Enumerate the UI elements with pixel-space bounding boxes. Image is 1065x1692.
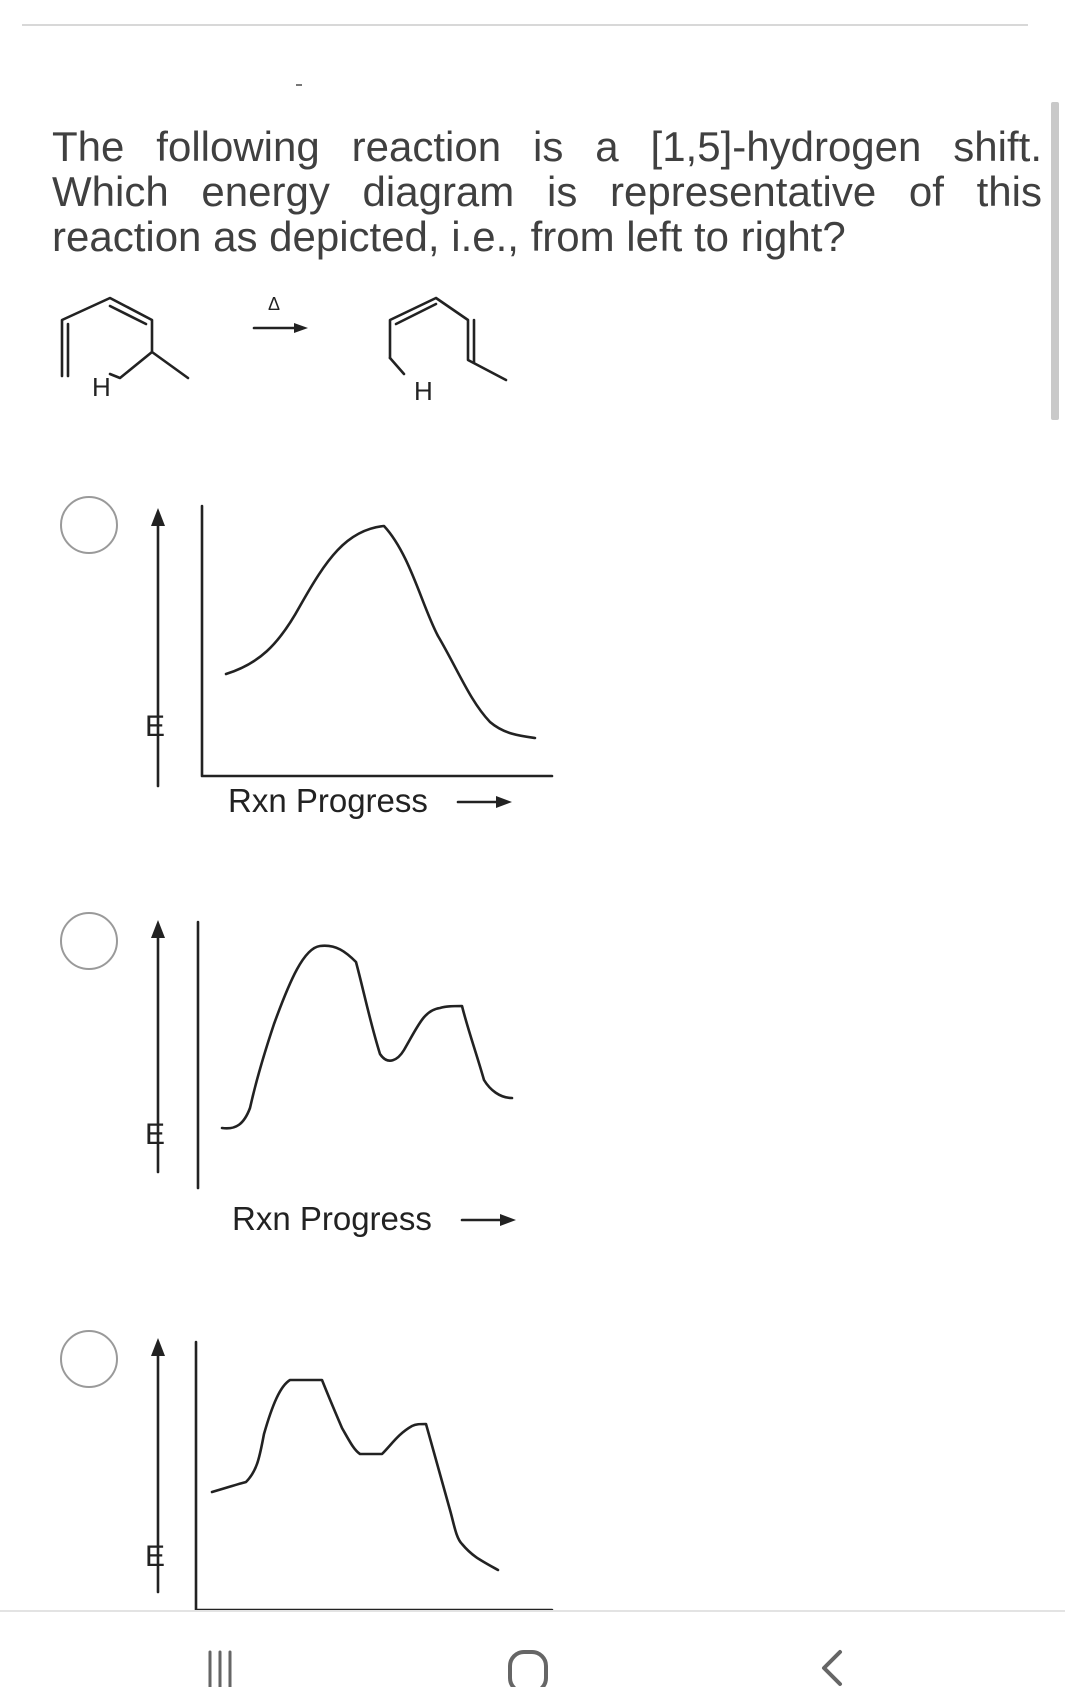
y-axis-label-2: E <box>145 1118 165 1151</box>
answer-option-1[interactable]: E Rxn Progress <box>0 496 600 836</box>
home-button[interactable] <box>468 1612 588 1692</box>
scrollbar[interactable] <box>1051 102 1059 420</box>
answer-option-2[interactable]: E Rxn Progress <box>0 912 600 1252</box>
recent-apps-button[interactable] <box>168 1612 288 1689</box>
option-1-radio[interactable] <box>60 496 118 554</box>
y-axis-label-1: E <box>145 710 165 743</box>
x-axis-label-2: Rxn Progress <box>232 1200 432 1237</box>
y-axis-label-3: E <box>145 1540 165 1573</box>
energy-diagram-2: E Rxn Progress <box>145 920 516 1237</box>
energy-diagram-1: E Rxn Progress <box>145 504 554 819</box>
system-navbar <box>0 1612 1065 1692</box>
recent-apps-icon <box>208 1650 232 1689</box>
back-button[interactable] <box>790 1612 910 1687</box>
back-icon <box>822 1650 842 1686</box>
dash-mark <box>296 84 302 86</box>
energy-curve-3 <box>210 1378 500 1572</box>
energy-curve-2 <box>220 944 514 1130</box>
option-2-radio[interactable] <box>60 912 118 970</box>
question-text: The following reaction is a [1,5]-hydrog… <box>52 123 1042 260</box>
top-divider <box>22 24 1028 26</box>
home-icon <box>508 1650 548 1692</box>
x-axis-label-1: Rxn Progress <box>228 782 428 819</box>
heat-symbol: Δ <box>268 296 280 314</box>
reactant-h-label: H <box>92 372 111 402</box>
reaction-scheme: Δ H H <box>60 296 508 406</box>
product-h-label: H <box>414 376 433 406</box>
energy-curve-1 <box>224 524 537 740</box>
navbar-divider <box>0 1610 1065 1612</box>
option-3-radio[interactable] <box>60 1330 118 1388</box>
axes-frame <box>200 504 554 778</box>
